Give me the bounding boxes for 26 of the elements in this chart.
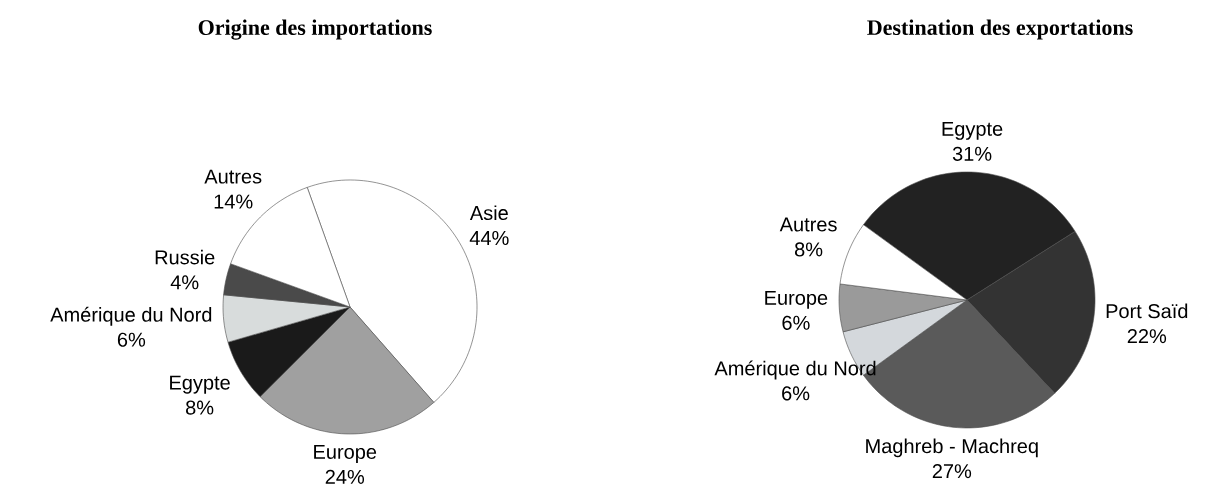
data-label: 14%	[214, 194, 253, 209]
data-label: 6%	[782, 315, 810, 330]
slice-label: Europe	[765, 290, 828, 309]
data-label: 24%	[325, 469, 365, 484]
slice-label: Europe	[314, 444, 377, 463]
slice-label: Autres	[779, 217, 837, 232]
slice-label: Amérique du Nord	[50, 306, 212, 326]
slice-label: Autres	[204, 169, 262, 184]
slice-label: Egypte	[942, 121, 1003, 140]
data-label: 44%	[469, 231, 509, 245]
data-label: 27%	[932, 464, 972, 479]
data-label: 22%	[1127, 329, 1167, 344]
chart-title: Origine des importations	[198, 19, 432, 40]
slice-label: Port Saïd	[1106, 303, 1188, 319]
slice-label: Maghreb - Machreq	[866, 438, 1038, 458]
data-label: 8%	[794, 242, 823, 257]
data-label: 31%	[952, 146, 992, 161]
data-label: 4%	[170, 275, 199, 290]
slice-label: Russie	[155, 249, 215, 265]
slice-label: Asie	[469, 205, 508, 221]
data-label: 6%	[782, 386, 810, 401]
slice-label: Egypte	[170, 375, 230, 394]
data-label: 8%	[186, 400, 214, 415]
data-label: 6%	[117, 332, 146, 347]
chart-title: Destination des exportations	[867, 19, 1133, 40]
slice-label: Amérique du Nord	[714, 360, 876, 380]
